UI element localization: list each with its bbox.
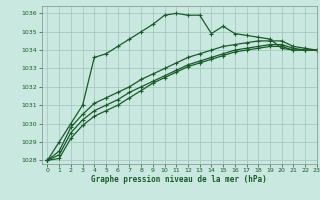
X-axis label: Graphe pression niveau de la mer (hPa): Graphe pression niveau de la mer (hPa) bbox=[91, 175, 267, 184]
